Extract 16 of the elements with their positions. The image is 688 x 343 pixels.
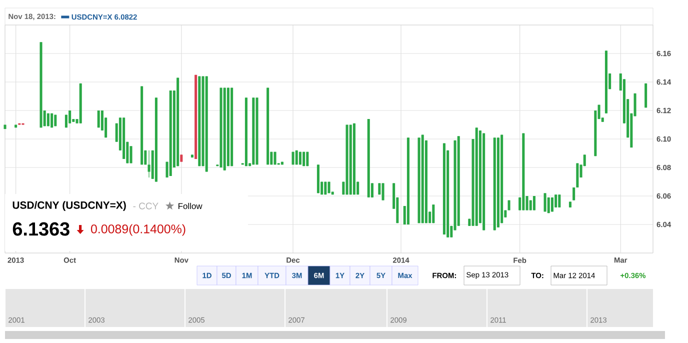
candlestick	[382, 182, 384, 201]
candlestick	[68, 110, 72, 124]
candlestick	[554, 194, 558, 208]
candlestick	[572, 187, 576, 201]
candlestick	[544, 192, 546, 212]
annotation: 0.0089(0.1400%)	[90, 224, 186, 236]
candlestick	[130, 146, 132, 164]
candlestick	[148, 150, 150, 178]
annotation: Follow	[178, 202, 202, 210]
text: - CCY	[133, 202, 158, 210]
candlestick	[532, 196, 536, 211]
annotation: 6.1363	[12, 222, 70, 236]
candlestick	[97, 110, 100, 128]
candlestick	[558, 194, 561, 208]
text: USD/CNY (USDCNY=X)	[12, 201, 126, 211]
candlestick	[432, 204, 435, 224]
